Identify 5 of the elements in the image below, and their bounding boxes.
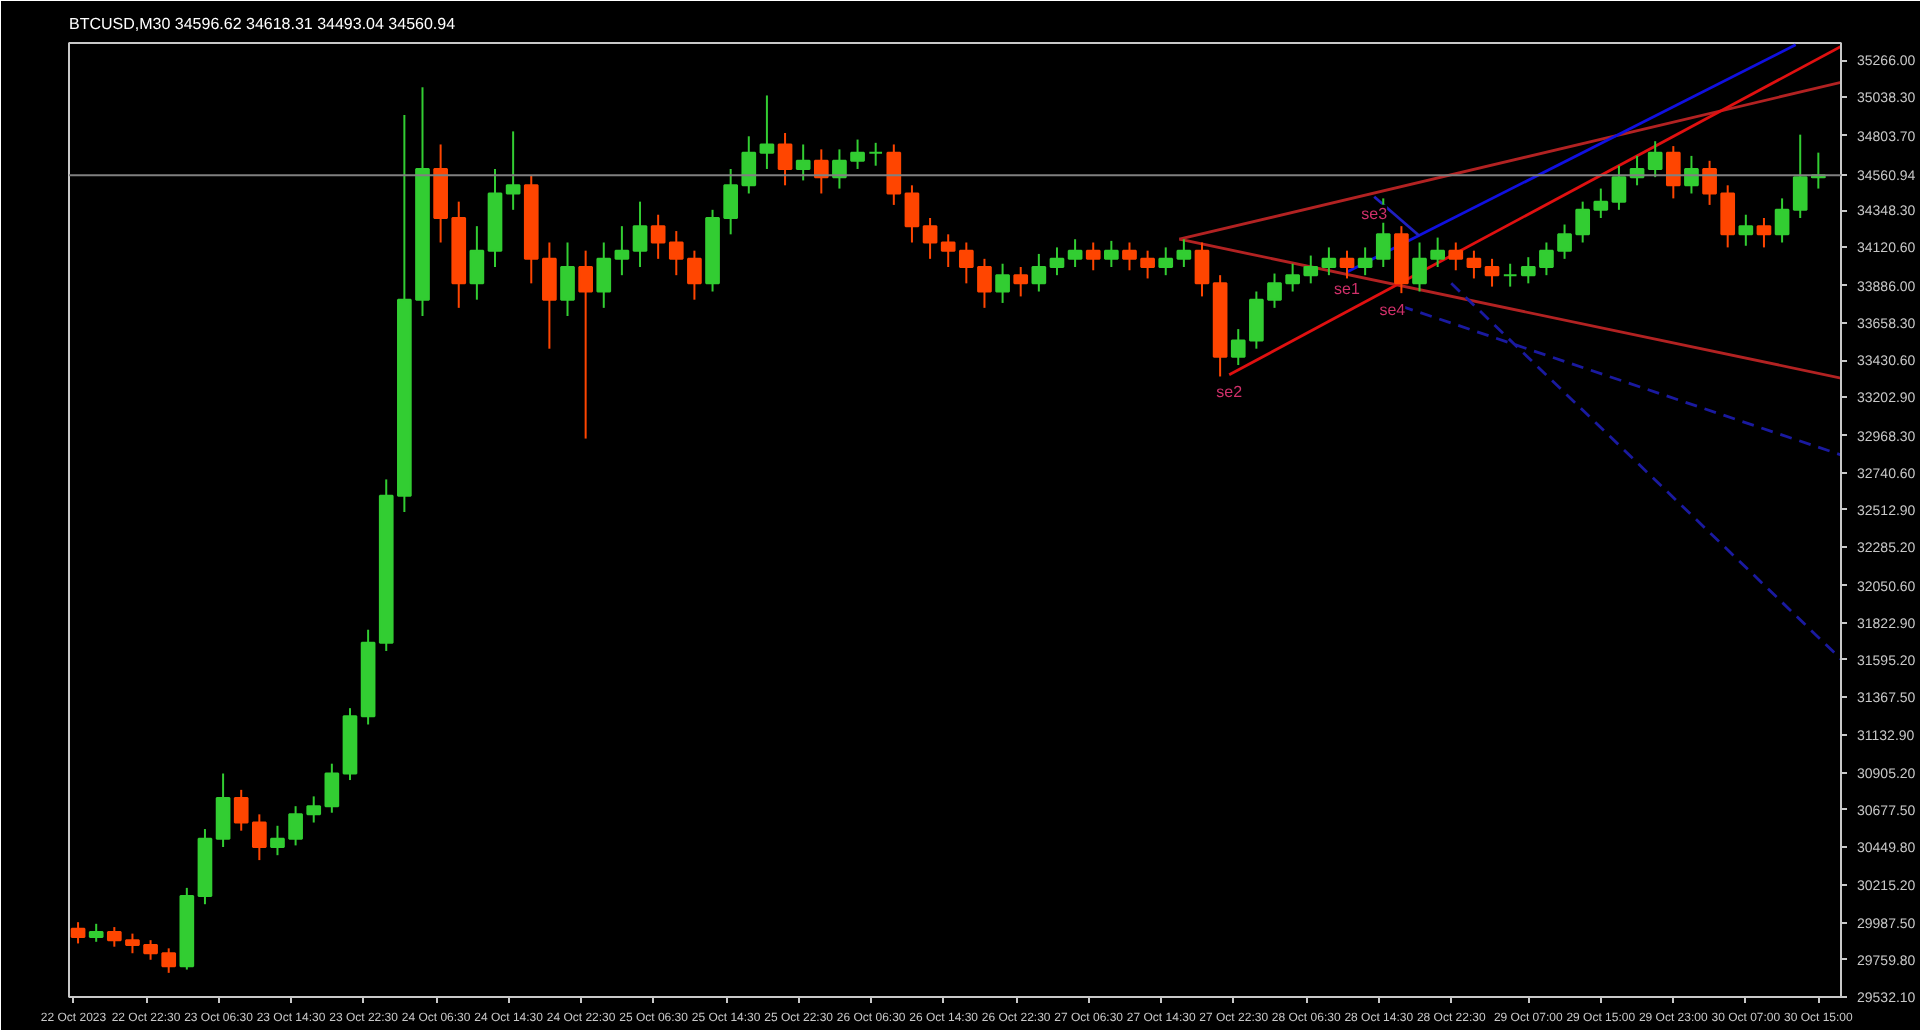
annotation: se3	[1361, 204, 1389, 223]
chart-title: BTCUSD,M30 34596.62 34618.31 34493.04 34560.94	[69, 15, 457, 33]
annotation: se4	[1379, 301, 1407, 320]
annotation: se1	[1334, 279, 1362, 298]
annotation: se2	[1216, 382, 1244, 401]
